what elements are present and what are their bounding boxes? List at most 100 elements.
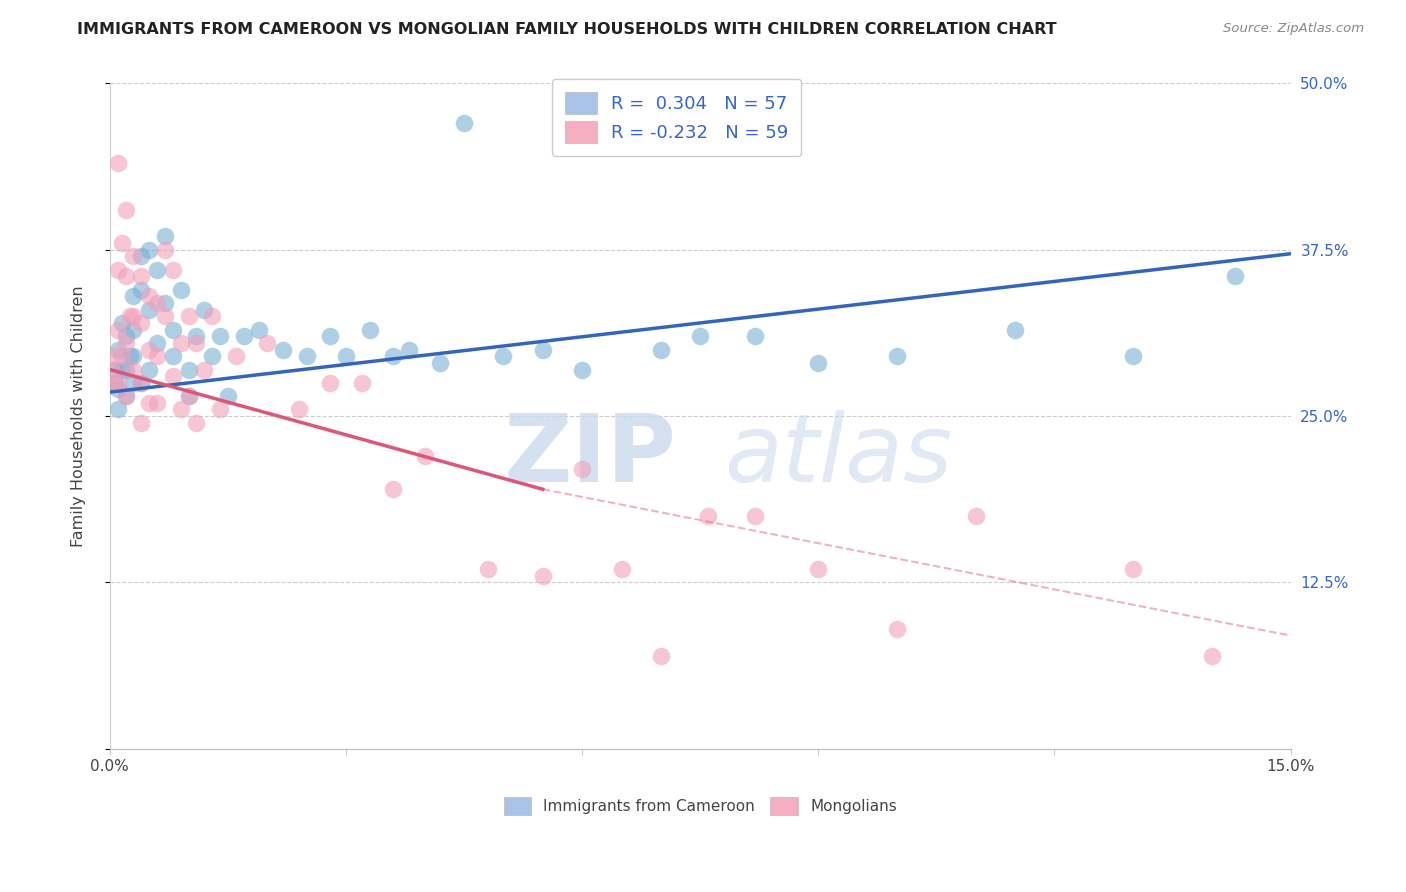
Point [138,289,160,303]
Point [122,362,145,376]
Point [153,243,176,257]
Point [571,462,593,476]
Point [131,376,153,390]
Point [146,335,169,350]
Point [201,310,224,324]
Point [122,310,145,324]
Point [177,310,200,324]
Point [114,389,136,403]
Point [153,229,176,244]
Text: Source: ZipAtlas.com: Source: ZipAtlas.com [1223,22,1364,36]
Point [807,562,830,576]
Point [335,349,357,363]
Point [122,289,145,303]
Legend: Immigrants from Cameroon, Mongolians: Immigrants from Cameroon, Mongolians [498,791,903,821]
Point [146,396,169,410]
Point [131,269,153,284]
Point [114,335,136,350]
Point [319,376,342,390]
Point [398,343,420,357]
Point [1122,349,1144,363]
Point [193,302,215,317]
Text: ZIP: ZIP [503,410,676,502]
Point [217,389,239,403]
Point [209,402,232,417]
Point [114,329,136,343]
Point [146,349,169,363]
Point [122,349,145,363]
Point [382,482,405,496]
Point [492,349,515,363]
Point [122,376,145,390]
Point [193,362,215,376]
Point [107,156,129,170]
Point [122,322,145,336]
Point [111,349,134,363]
Point [287,402,309,417]
Point [146,262,169,277]
Point [162,369,184,384]
Point [107,262,129,277]
Point [170,335,193,350]
Point [453,116,475,130]
Point [571,362,593,376]
Point [177,389,200,403]
Point [177,389,200,403]
Point [131,316,153,330]
Point [531,568,554,582]
Point [103,349,125,363]
Point [111,236,134,251]
Point [295,349,318,363]
Point [886,622,908,636]
Point [232,329,254,343]
Point [256,335,278,350]
Point [477,562,499,576]
Point [111,362,134,376]
Point [107,376,129,390]
Text: IMMIGRANTS FROM CAMEROON VS MONGOLIAN FAMILY HOUSEHOLDS WITH CHILDREN CORRELATIO: IMMIGRANTS FROM CAMEROON VS MONGOLIAN FA… [77,22,1057,37]
Point [209,329,232,343]
Point [131,249,153,263]
Point [118,310,141,324]
Point [271,343,294,357]
Point [104,376,127,390]
Point [104,376,127,390]
Point [650,648,672,663]
Point [170,283,193,297]
Text: atlas: atlas [724,410,952,501]
Point [413,449,436,463]
Point [429,356,451,370]
Point [186,416,208,430]
Point [359,322,381,336]
Point [114,389,136,403]
Point [382,349,405,363]
Point [1201,648,1223,663]
Point [744,508,766,523]
Point [162,322,184,336]
Point [138,396,160,410]
Point [886,349,908,363]
Point [107,383,129,397]
Point [114,202,136,217]
Point [138,343,160,357]
Point [131,416,153,430]
Point [531,343,554,357]
Point [177,362,200,376]
Point [744,329,766,343]
Point [114,269,136,284]
Point [319,329,342,343]
Point [1004,322,1026,336]
Point [610,562,633,576]
Point [138,243,160,257]
Point [689,329,711,343]
Point [103,362,125,376]
Point [131,283,153,297]
Point [162,262,184,277]
Point [350,376,373,390]
Point [107,322,129,336]
Point [1225,269,1247,284]
Point [965,508,987,523]
Point [111,316,134,330]
Point [146,296,169,310]
Point [249,322,271,336]
